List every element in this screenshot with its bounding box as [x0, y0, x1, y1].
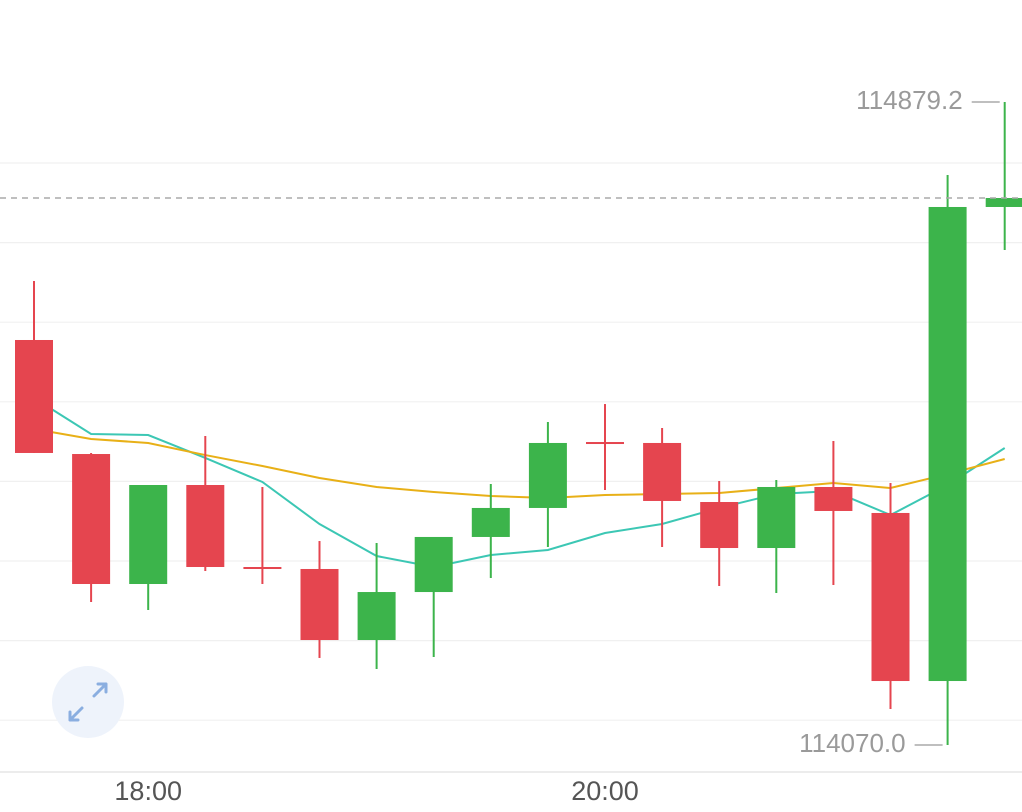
annotation-label: 114879.2	[856, 85, 963, 115]
candle-body	[700, 502, 739, 549]
candle-body	[586, 442, 624, 445]
candle-body	[928, 206, 967, 682]
candle-body	[985, 198, 1022, 207]
ma-line	[33, 397, 1006, 569]
candle-body	[243, 567, 282, 570]
grid	[0, 162, 1022, 721]
x-tick-label: 20:00	[571, 776, 639, 806]
annotation-label: 114070.0	[799, 728, 906, 758]
candle-body	[528, 442, 567, 508]
candle-body	[15, 339, 53, 453]
candle-body	[414, 536, 453, 593]
expand-button-bg[interactable]	[52, 666, 124, 738]
candle-body	[757, 486, 796, 549]
candle-body	[643, 442, 682, 501]
candle-body	[871, 512, 910, 682]
candle-body	[129, 485, 168, 585]
candle-body	[814, 486, 853, 511]
candle-body	[471, 507, 510, 537]
expand-icon[interactable]	[68, 682, 108, 722]
expand-button[interactable]	[52, 666, 124, 738]
x-tick-label: 18:00	[114, 776, 182, 806]
ma-line	[33, 428, 1005, 500]
candle-body	[186, 485, 225, 568]
candle-body	[72, 454, 111, 585]
candle-body	[300, 568, 339, 641]
candle-body	[357, 592, 396, 641]
